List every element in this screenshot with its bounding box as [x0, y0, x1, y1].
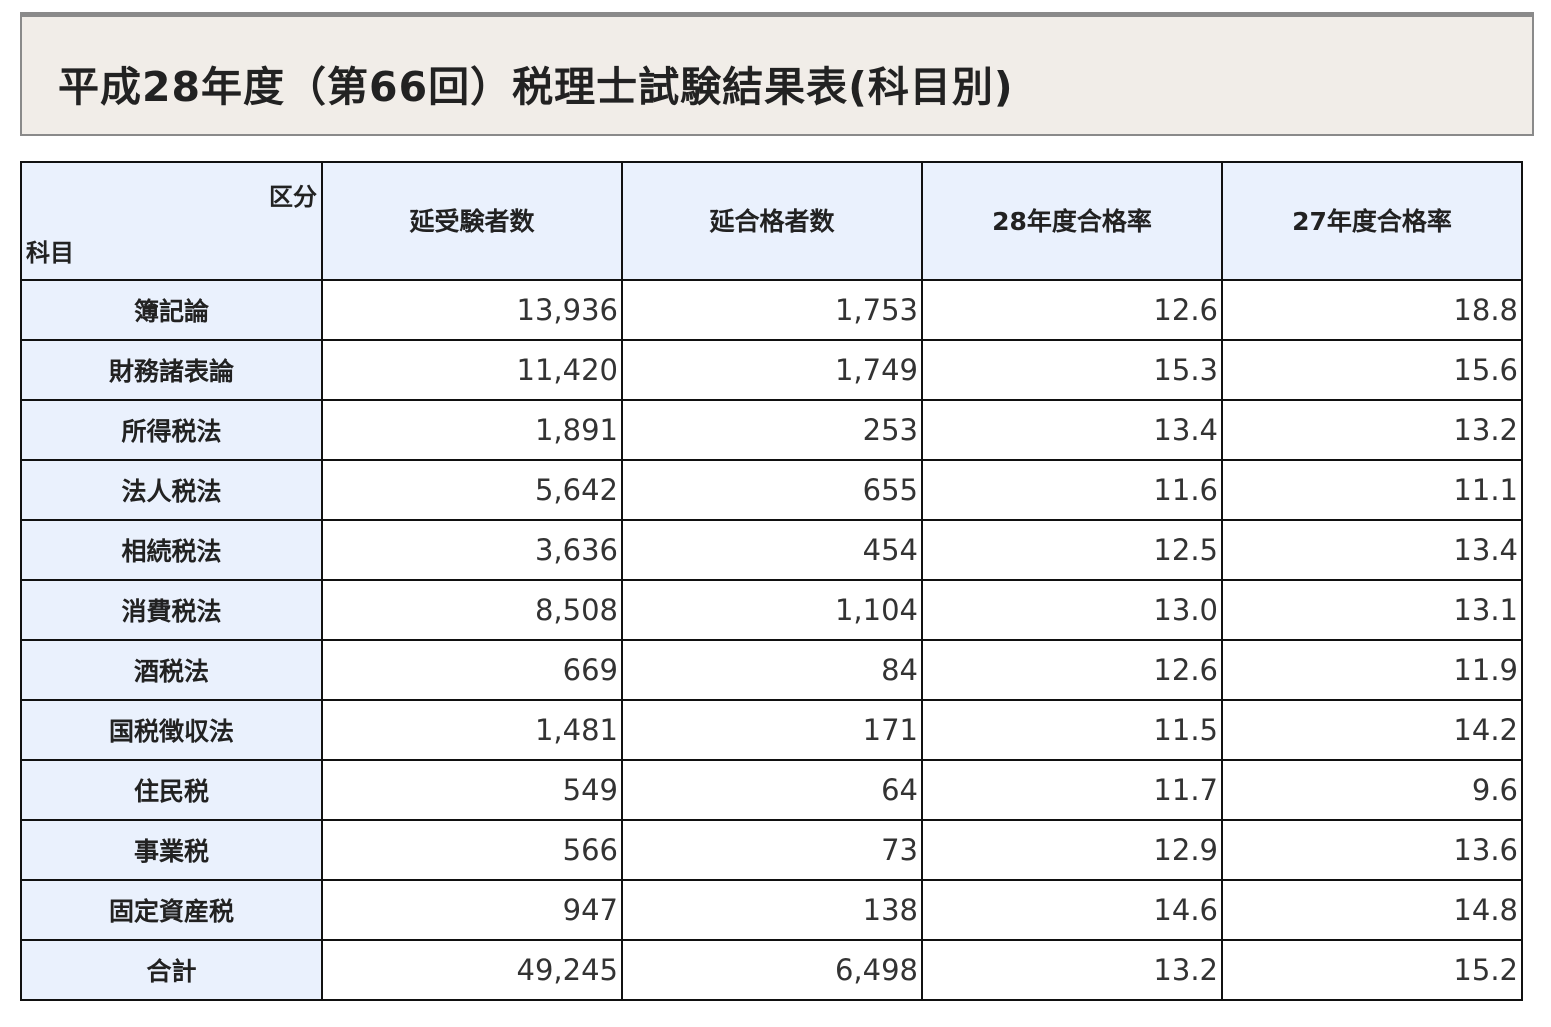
table-row: 合計 49,245 6,498 13.2 15.2 — [20, 939, 1523, 1001]
table-header-row: 区分 科目 延受験者数 延合格者数 28年度合格率 27年度合格率 — [20, 161, 1523, 281]
value-cell: 253 — [621, 399, 923, 461]
value-cell: 12.9 — [921, 819, 1223, 881]
value-cell: 1,481 — [321, 699, 623, 761]
value-cell: 13.2 — [921, 939, 1223, 1001]
table-row: 国税徴収法 1,481 171 11.5 14.2 — [20, 699, 1523, 761]
subject-cell: 所得税法 — [20, 399, 323, 461]
value-cell: 454 — [621, 519, 923, 581]
value-cell: 655 — [621, 459, 923, 521]
value-cell: 947 — [321, 879, 623, 941]
title-box: 平成28年度（第66回）税理士試験結果表(科目別) — [20, 12, 1534, 136]
value-cell: 11.6 — [921, 459, 1223, 521]
value-cell: 14.6 — [921, 879, 1223, 941]
value-cell: 12.6 — [921, 279, 1223, 341]
value-cell: 1,891 — [321, 399, 623, 461]
subject-cell: 消費税法 — [20, 579, 323, 641]
value-cell: 13,936 — [321, 279, 623, 341]
value-cell: 15.6 — [1221, 339, 1523, 401]
value-cell: 1,753 — [621, 279, 923, 341]
table-row: 事業税 566 73 12.9 13.6 — [20, 819, 1523, 881]
value-cell: 6,498 — [621, 939, 923, 1001]
value-cell: 138 — [621, 879, 923, 941]
value-cell: 15.3 — [921, 339, 1223, 401]
table-row: 消費税法 8,508 1,104 13.0 13.1 — [20, 579, 1523, 641]
value-cell: 171 — [621, 699, 923, 761]
value-cell: 15.2 — [1221, 939, 1523, 1001]
value-cell: 12.5 — [921, 519, 1223, 581]
value-cell: 18.8 — [1221, 279, 1523, 341]
table-row: 住民税 549 64 11.7 9.6 — [20, 759, 1523, 821]
column-header: 28年度合格率 — [921, 161, 1223, 281]
table-row: 法人税法 5,642 655 11.6 11.1 — [20, 459, 1523, 521]
subject-cell: 酒税法 — [20, 639, 323, 701]
column-header: 延受験者数 — [321, 161, 623, 281]
value-cell: 11.7 — [921, 759, 1223, 821]
value-cell: 12.6 — [921, 639, 1223, 701]
subject-cell: 法人税法 — [20, 459, 323, 521]
corner-label-subject: 科目 — [26, 239, 74, 267]
subject-cell: 事業税 — [20, 819, 323, 881]
subject-cell: 簿記論 — [20, 279, 323, 341]
value-cell: 11,420 — [321, 339, 623, 401]
column-header: 27年度合格率 — [1221, 161, 1523, 281]
subject-cell: 相続税法 — [20, 519, 323, 581]
page-title: 平成28年度（第66回）税理士試験結果表(科目別) — [58, 63, 1014, 111]
value-cell: 1,749 — [621, 339, 923, 401]
value-cell: 13.4 — [921, 399, 1223, 461]
value-cell: 11.1 — [1221, 459, 1523, 521]
value-cell: 14.8 — [1221, 879, 1523, 941]
value-cell: 5,642 — [321, 459, 623, 521]
subject-cell: 財務諸表論 — [20, 339, 323, 401]
subject-cell: 国税徴収法 — [20, 699, 323, 761]
table-row: 財務諸表論 11,420 1,749 15.3 15.6 — [20, 339, 1523, 401]
value-cell: 8,508 — [321, 579, 623, 641]
value-cell: 84 — [621, 639, 923, 701]
value-cell: 1,104 — [621, 579, 923, 641]
value-cell: 566 — [321, 819, 623, 881]
value-cell: 13.1 — [1221, 579, 1523, 641]
value-cell: 14.2 — [1221, 699, 1523, 761]
subject-cell: 住民税 — [20, 759, 323, 821]
table-row: 簿記論 13,936 1,753 12.6 18.8 — [20, 279, 1523, 341]
table-row: 酒税法 669 84 12.6 11.9 — [20, 639, 1523, 701]
value-cell: 73 — [621, 819, 923, 881]
value-cell: 13.6 — [1221, 819, 1523, 881]
value-cell: 9.6 — [1221, 759, 1523, 821]
value-cell: 3,636 — [321, 519, 623, 581]
table-row: 相続税法 3,636 454 12.5 13.4 — [20, 519, 1523, 581]
corner-label-category: 区分 — [269, 183, 317, 211]
value-cell: 11.5 — [921, 699, 1223, 761]
value-cell: 549 — [321, 759, 623, 821]
table-row: 固定資産税 947 138 14.6 14.8 — [20, 879, 1523, 941]
results-table: 区分 科目 延受験者数 延合格者数 28年度合格率 27年度合格率 簿記論 13,… — [20, 161, 1523, 1001]
subject-cell: 合計 — [20, 939, 323, 1001]
value-cell: 13.4 — [1221, 519, 1523, 581]
value-cell: 13.0 — [921, 579, 1223, 641]
column-header: 延合格者数 — [621, 161, 923, 281]
value-cell: 64 — [621, 759, 923, 821]
table-row: 所得税法 1,891 253 13.4 13.2 — [20, 399, 1523, 461]
value-cell: 13.2 — [1221, 399, 1523, 461]
table-body: 簿記論 13,936 1,753 12.6 18.8 財務諸表論 11,420 1,749 15… — [20, 279, 1523, 1001]
subject-cell: 固定資産税 — [20, 879, 323, 941]
value-cell: 11.9 — [1221, 639, 1523, 701]
value-cell: 49,245 — [321, 939, 623, 1001]
corner-header-cell: 区分 科目 — [20, 161, 323, 281]
value-cell: 669 — [321, 639, 623, 701]
